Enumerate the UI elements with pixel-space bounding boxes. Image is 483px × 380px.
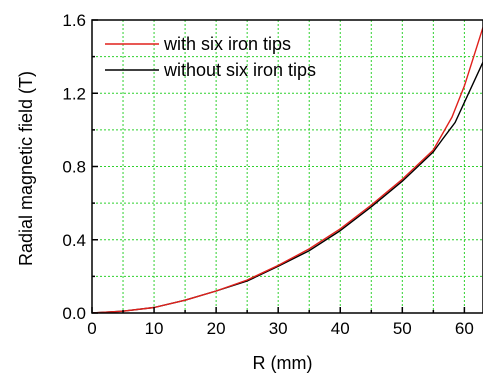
x-axis-title: R (mm) [253,353,313,373]
series-lines [92,27,483,313]
y-tick-label: 1.2 [62,84,86,103]
tick-labels: 0 10 20 30 40 50 60 0.0 0.4 0.8 1.2 1.6 [62,11,473,338]
series-line-without-six-iron-tips [92,61,483,313]
x-tick-label: 50 [393,319,412,338]
y-tick-label: 1.6 [62,11,86,30]
legend-label-without-six-iron-tips: without six iron tips [163,60,316,80]
y-tick-label: 0.4 [62,231,86,250]
x-tick-label: 10 [145,319,164,338]
grid [92,20,483,313]
axis-ticks [91,19,466,314]
y-tick-label: 0.8 [62,158,86,177]
x-tick-label: 30 [269,319,288,338]
y-axis-title: Radial magnetic field (T) [16,71,36,266]
x-tick-label: 60 [455,319,474,338]
x-tick-label: 0 [87,319,96,338]
series-line-with-six-iron-tips [92,27,483,313]
legend: with six iron tips without six iron tips [105,34,316,80]
x-tick-label: 20 [207,319,226,338]
y-tick-label: 0.0 [62,304,86,323]
x-tick-label: 40 [331,319,350,338]
legend-label-with-six-iron-tips: with six iron tips [163,34,291,54]
